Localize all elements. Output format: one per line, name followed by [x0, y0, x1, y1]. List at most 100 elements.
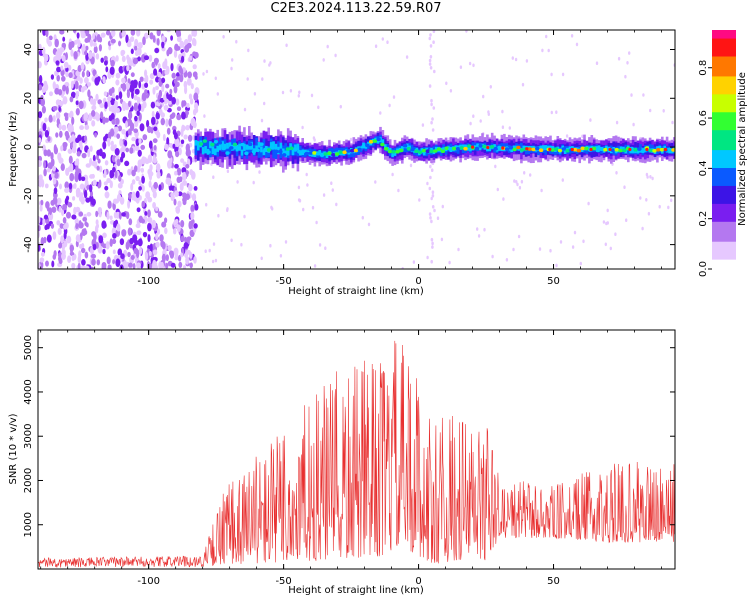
signal-peak-cell	[251, 149, 257, 154]
noise-cell	[124, 160, 130, 167]
speckle-cell	[520, 179, 524, 184]
signal-cell	[619, 146, 623, 151]
noise-cell	[53, 144, 57, 153]
noise-cell	[161, 253, 166, 263]
signal-peak-cell	[293, 147, 298, 152]
colorbar-segment	[712, 141, 736, 145]
colorbar-segment	[712, 117, 736, 121]
signal-cell	[197, 142, 200, 151]
speckle-cell	[606, 208, 609, 213]
noise-cell	[118, 91, 123, 100]
signal-peak-cell	[557, 148, 563, 153]
signal-peak-cell	[387, 149, 393, 154]
speckle-cell	[571, 245, 575, 249]
speckle-cell	[263, 59, 266, 63]
noise-cell	[104, 101, 108, 109]
speckle-cell	[487, 110, 490, 114]
signal-peak-cell	[210, 142, 215, 147]
noise-cell	[185, 164, 190, 169]
speckle-cell	[489, 85, 492, 89]
colorbar-tick-label: 0.8	[698, 60, 709, 76]
signal-peak-cell	[459, 146, 464, 150]
signal-peak-cell	[576, 148, 582, 153]
signal-peak-cell	[659, 147, 665, 152]
noise-cell	[42, 122, 47, 132]
speckle-cell	[331, 188, 334, 192]
noise-cell	[39, 204, 43, 212]
signal-peak-cell	[493, 146, 498, 151]
noise-cell	[136, 165, 141, 173]
noise-cell	[139, 123, 145, 132]
colorbar-segment	[712, 209, 736, 212]
speckle-cell	[379, 111, 382, 115]
speckle-cell	[645, 198, 648, 202]
signal-cell	[590, 145, 594, 150]
snr-x-ticks: -100 -50 0 50	[40, 330, 662, 587]
colorbar-segment	[712, 251, 736, 254]
speckle-cell	[430, 196, 433, 201]
x-tick-label: 50	[547, 576, 560, 587]
colorbar-segment	[712, 207, 736, 210]
speckle-cell	[212, 242, 216, 246]
colorbar-segment	[712, 155, 736, 159]
signal-peak-cell	[308, 151, 313, 155]
noise-cell	[38, 262, 41, 269]
noise-cell	[88, 51, 93, 59]
snr-panel: -100 -50 0 50 1000 2000 3000 4000 5000 Height o…	[8, 329, 676, 596]
noise-cell	[186, 103, 190, 108]
signal-cell	[644, 147, 647, 152]
noise-cell	[190, 204, 195, 213]
signal-peak-cell	[312, 151, 317, 155]
signal-peak-cell	[591, 146, 597, 151]
speckle-cell	[508, 126, 511, 130]
signal-cell	[206, 140, 210, 151]
noise-cell	[60, 65, 64, 71]
signal-peak-cell	[550, 148, 555, 152]
speckle-cell	[662, 109, 665, 113]
noise-cell	[86, 212, 92, 217]
noise-cell	[131, 169, 136, 177]
noise-cell	[65, 167, 70, 176]
noise-cell	[115, 79, 120, 86]
noise-cell	[150, 126, 154, 134]
colorbar-segment	[712, 203, 736, 206]
noise-cell	[173, 198, 177, 206]
speckle-cell	[555, 110, 558, 114]
noise-cell	[161, 84, 165, 92]
noise-cell	[118, 175, 122, 182]
speckle-cell	[279, 254, 283, 258]
noise-cell	[62, 36, 66, 42]
signal-cell	[269, 142, 273, 149]
noise-cell	[110, 38, 116, 44]
noise-cell	[99, 103, 105, 109]
speckle-cell	[581, 134, 584, 139]
speckle-cell	[649, 108, 652, 113]
signal-cell	[636, 148, 640, 154]
noise-cell	[77, 255, 81, 264]
noise-cell	[49, 207, 53, 216]
signal-cell	[262, 149, 266, 156]
speckle-cell	[335, 202, 338, 207]
noise-cell	[117, 125, 123, 132]
colorbar-segment	[712, 137, 736, 141]
noise-cell	[38, 174, 43, 182]
colorbar-segment	[712, 175, 736, 178]
noise-cell	[157, 211, 163, 218]
noise-cell	[39, 257, 45, 263]
noise-cell	[137, 56, 141, 62]
signal-peak-cell	[667, 147, 672, 152]
colorbar-segment	[712, 255, 736, 258]
signal-peak-cell	[297, 149, 302, 154]
noise-cell	[69, 172, 75, 182]
noise-cell	[121, 229, 127, 237]
colorbar-segment	[712, 71, 736, 75]
speckle-cell	[252, 180, 255, 185]
colorbar-segment	[712, 131, 736, 135]
speckle-cell	[482, 94, 485, 99]
streak-cell	[433, 69, 436, 74]
noise-cell	[38, 111, 43, 119]
colorbar-segment	[712, 125, 736, 129]
noise-cell	[75, 100, 79, 105]
speckle-cell	[606, 221, 609, 225]
noise-cell	[97, 158, 101, 164]
